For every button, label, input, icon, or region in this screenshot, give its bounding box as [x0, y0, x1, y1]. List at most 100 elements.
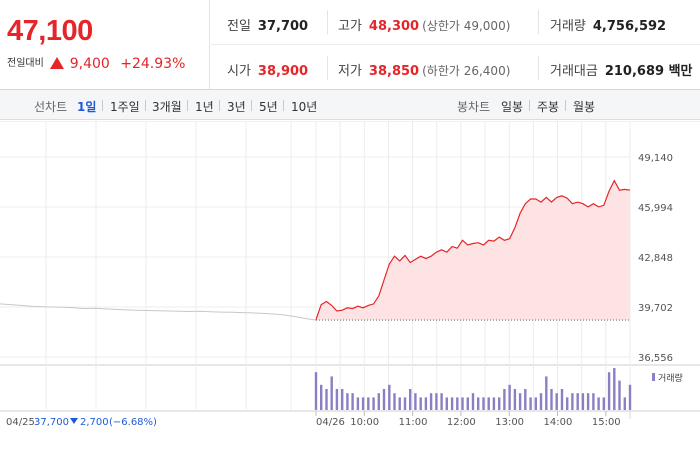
volume-bar	[597, 397, 600, 410]
x-tick-label: 12:00	[447, 417, 476, 428]
down-triangle-icon	[70, 418, 78, 424]
volume-bar	[367, 397, 370, 410]
tab-5year[interactable]: 5년	[259, 100, 278, 114]
price-panel: 47,100 전일대비 9,400 +24.93%	[0, 0, 210, 89]
volume-bar	[466, 397, 469, 410]
volume-bar	[607, 372, 611, 410]
tab-separator	[145, 100, 146, 111]
price-area-fill	[316, 180, 630, 321]
x-tick-label: 04/26	[316, 417, 345, 428]
volume-bar	[356, 397, 360, 410]
volume-bar	[372, 397, 375, 410]
stock-header: 47,100 전일대비 9,400 +24.93% 전일 37,700 고가 48,…	[0, 0, 700, 90]
stat-sub: (상한가 49,000)	[422, 19, 511, 33]
tab-10year[interactable]: 10년	[291, 100, 318, 114]
stats-separator	[538, 10, 539, 34]
volume-bar	[440, 393, 443, 410]
volume-bar	[450, 397, 454, 410]
tab-separator	[283, 100, 284, 111]
volume-bar	[320, 384, 323, 410]
today-price-line	[315, 179, 631, 320]
volume-bar	[429, 393, 433, 410]
stat-label: 거래대금	[550, 64, 598, 79]
y-tick-label: 45,994	[638, 203, 673, 214]
volume-bar	[382, 389, 386, 410]
tab-1year[interactable]: 1년	[195, 100, 214, 114]
stat-value: 38,900	[257, 64, 309, 79]
volume-bar	[388, 384, 391, 410]
volume-bar	[524, 389, 527, 410]
tab-1week[interactable]: 1주일	[110, 100, 140, 114]
tab-daily-candle[interactable]: 일봉	[501, 100, 524, 114]
tab-separator	[251, 100, 252, 111]
stat-prev-close: 전일 37,700	[227, 15, 308, 34]
stat-amount: 거래대금 210,689 백만	[550, 60, 693, 79]
stat-volume: 거래량 4,756,592	[550, 15, 666, 34]
tab-weekly-candle[interactable]: 주봉	[537, 100, 560, 114]
change-label: 전일대비	[7, 58, 44, 69]
volume-bar	[330, 376, 333, 410]
volume-bar	[314, 372, 318, 410]
stat-value: 48,300	[368, 19, 420, 34]
volume-bar	[613, 368, 616, 410]
tab-3year[interactable]: 3년	[227, 100, 246, 114]
stat-high: 고가 48,300 (상한가 49,000)	[338, 15, 510, 34]
x-tick-label: 13:00	[495, 417, 524, 428]
volume-bar	[508, 384, 511, 410]
x-tick-label: 14:00	[544, 417, 573, 428]
tab-separator	[565, 100, 566, 111]
y-tick-label: 39,702	[638, 303, 673, 314]
volume-bar	[377, 393, 380, 410]
tab-3month[interactable]: 3개월	[152, 100, 182, 114]
volume-bar	[471, 393, 475, 410]
change-row: 전일대비 9,400 +24.93%	[7, 54, 185, 72]
volume-bar	[539, 393, 543, 410]
prev-day-price-line	[0, 303, 317, 321]
stat-value: 38,850	[368, 64, 420, 79]
stats-panel: 전일 37,700 고가 48,300 (상한가 49,000) 거래량 4,756,5…	[211, 0, 700, 89]
volume-bar	[393, 393, 396, 410]
volume-legend-swatch	[652, 373, 655, 381]
volume-bar	[550, 389, 553, 410]
prev-day-line-group	[0, 303, 317, 321]
volume-bar	[445, 397, 448, 410]
prev-day-close-label: 37,700	[34, 417, 69, 428]
volume-bar	[513, 389, 517, 410]
volume-bar	[341, 389, 344, 410]
x-tick-label: 15:00	[592, 417, 621, 428]
stat-label: 저가	[338, 64, 362, 79]
volume-bar	[477, 397, 480, 410]
tab-monthly-candle[interactable]: 월봉	[573, 100, 596, 114]
volume-bar	[435, 393, 438, 410]
tab-separator	[102, 100, 103, 111]
volume-bar	[487, 397, 490, 410]
stat-label: 시가	[227, 64, 251, 79]
volume-bar	[586, 393, 590, 410]
volume-bar	[545, 376, 548, 410]
stat-label: 전일	[227, 19, 251, 34]
volume-bar	[602, 397, 605, 410]
current-price: 47,100	[7, 15, 93, 47]
x-tick-label: 10:00	[350, 417, 379, 428]
stat-value: 37,700	[257, 19, 309, 34]
volume-bar	[623, 397, 626, 410]
y-tick-label: 42,848	[638, 253, 673, 264]
volume-bar	[361, 397, 365, 410]
volume-bars	[314, 368, 632, 410]
volume-bar	[482, 397, 485, 410]
volume-bar	[503, 389, 506, 410]
volume-bar	[581, 393, 585, 410]
tab-separator	[529, 100, 530, 111]
volume-bar	[335, 389, 339, 410]
volume-bar	[456, 397, 459, 410]
volume-bar	[414, 393, 417, 410]
tab-1day[interactable]: 1일	[77, 100, 97, 114]
volume-bar	[560, 389, 564, 410]
stat-value: 210,689 백만	[604, 64, 693, 79]
volume-bar	[566, 397, 569, 410]
volume-bar	[325, 389, 328, 410]
volume-bar	[555, 393, 558, 410]
volume-bar	[403, 397, 407, 410]
prev-day-rate-label: (−6.68%)	[109, 417, 157, 428]
volume-bar	[592, 393, 595, 410]
